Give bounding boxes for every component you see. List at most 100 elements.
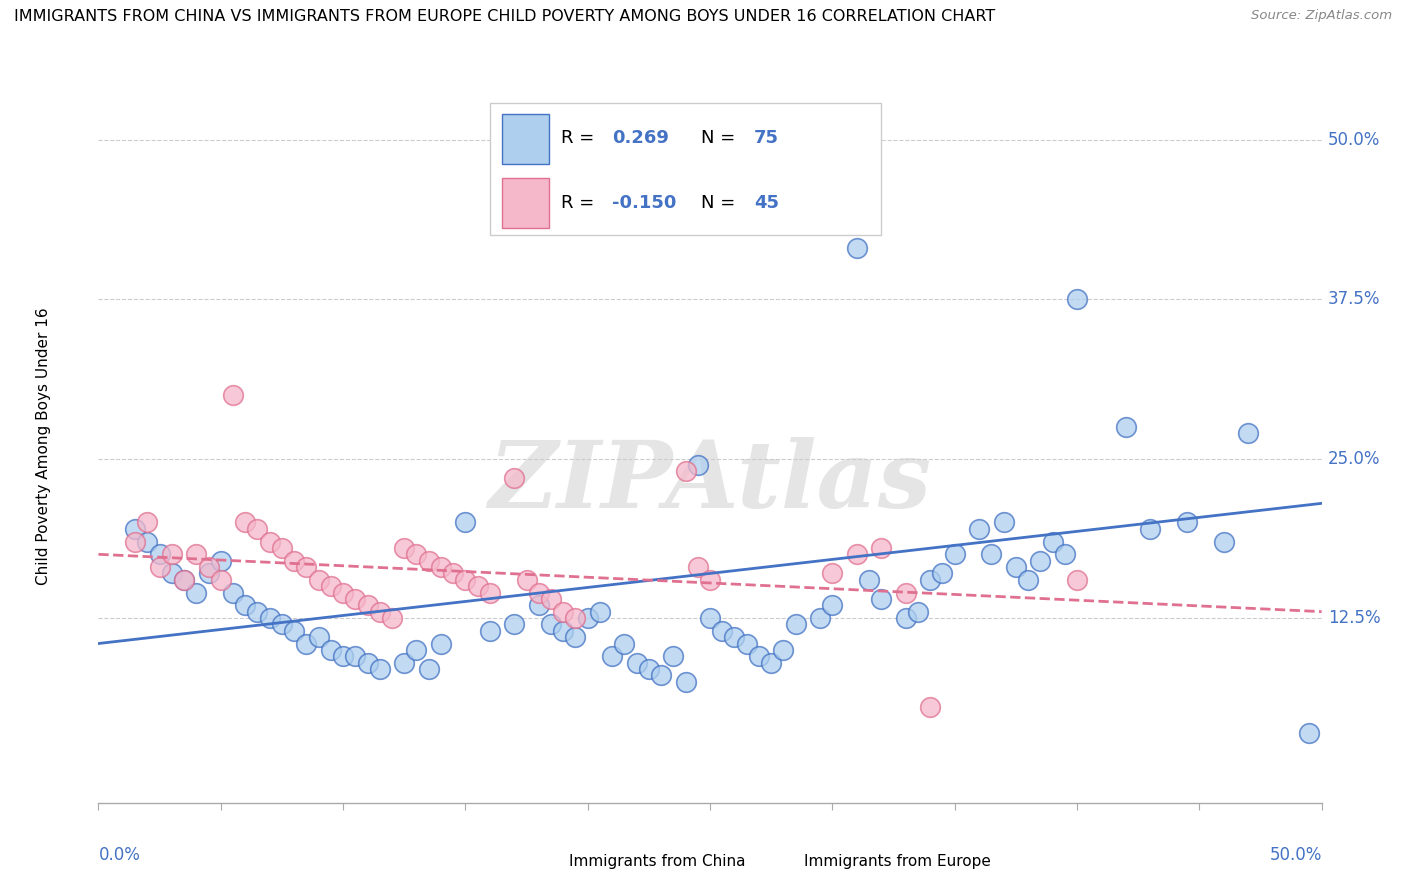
Text: 75: 75	[754, 128, 779, 146]
Point	[319, 643, 342, 657]
Point	[222, 388, 245, 402]
Point	[1212, 534, 1234, 549]
Point	[259, 611, 281, 625]
Point	[295, 636, 318, 650]
Point	[356, 599, 378, 613]
Point	[931, 566, 953, 581]
Point	[761, 656, 783, 670]
Point	[711, 624, 734, 638]
Point	[516, 573, 538, 587]
Point	[136, 516, 159, 530]
Point	[845, 242, 868, 256]
Point	[319, 579, 342, 593]
Point	[686, 458, 709, 472]
Point	[600, 649, 623, 664]
Text: R =: R =	[561, 128, 600, 146]
Point	[1017, 573, 1039, 587]
Point	[381, 611, 404, 625]
Point	[209, 554, 232, 568]
Point	[124, 522, 146, 536]
Point	[441, 566, 464, 581]
Text: Source: ZipAtlas.com: Source: ZipAtlas.com	[1251, 9, 1392, 22]
Point	[723, 630, 745, 644]
FancyBboxPatch shape	[515, 852, 564, 872]
Point	[270, 541, 294, 555]
Point	[1237, 426, 1260, 441]
Point	[454, 516, 477, 530]
Point	[980, 547, 1002, 561]
FancyBboxPatch shape	[502, 178, 548, 228]
Point	[430, 636, 453, 650]
Text: N =: N =	[702, 128, 741, 146]
Point	[576, 611, 599, 625]
Point	[332, 585, 354, 599]
Point	[772, 643, 794, 657]
Point	[149, 560, 172, 574]
Point	[675, 674, 697, 689]
Point	[637, 662, 661, 676]
Point	[1175, 516, 1198, 530]
Point	[368, 662, 391, 676]
Point	[454, 573, 477, 587]
Point	[662, 649, 685, 664]
Point	[540, 617, 562, 632]
Point	[503, 617, 526, 632]
Point	[1066, 573, 1088, 587]
Point	[246, 605, 269, 619]
Point	[845, 547, 868, 561]
Point	[894, 585, 917, 599]
Point	[392, 656, 416, 670]
Point	[821, 599, 844, 613]
Text: 12.5%: 12.5%	[1327, 609, 1381, 627]
Point	[699, 573, 721, 587]
Point	[430, 560, 453, 574]
Point	[392, 541, 416, 555]
Point	[503, 471, 526, 485]
Point	[478, 624, 501, 638]
Point	[699, 611, 721, 625]
Point	[259, 534, 281, 549]
Point	[467, 579, 489, 593]
Point	[124, 534, 146, 549]
Point	[344, 649, 367, 664]
Point	[173, 573, 195, 587]
Point	[894, 611, 917, 625]
Point	[589, 605, 612, 619]
Point	[1042, 534, 1064, 549]
Point	[943, 547, 966, 561]
Point	[907, 605, 929, 619]
Point	[246, 522, 269, 536]
Point	[564, 611, 586, 625]
Point	[870, 591, 893, 606]
Point	[233, 516, 256, 530]
Point	[1004, 560, 1026, 574]
Point	[295, 560, 318, 574]
Point	[356, 656, 378, 670]
Point	[1029, 554, 1052, 568]
Text: 0.0%: 0.0%	[98, 846, 141, 863]
Point	[1139, 522, 1161, 536]
Point	[418, 554, 440, 568]
Point	[1066, 293, 1088, 307]
Text: Child Poverty Among Boys Under 16: Child Poverty Among Boys Under 16	[37, 307, 51, 585]
Text: 0.269: 0.269	[612, 128, 669, 146]
Point	[418, 662, 440, 676]
Point	[870, 541, 893, 555]
Point	[553, 624, 575, 638]
Text: 25.0%: 25.0%	[1327, 450, 1381, 467]
Point	[222, 585, 245, 599]
Point	[920, 573, 942, 587]
Point	[527, 585, 550, 599]
Text: 37.5%: 37.5%	[1327, 291, 1381, 309]
Point	[209, 573, 232, 587]
Point	[186, 547, 208, 561]
Text: ZIPAtlas: ZIPAtlas	[488, 437, 932, 526]
FancyBboxPatch shape	[489, 103, 882, 235]
Point	[821, 566, 844, 581]
Point	[197, 560, 219, 574]
Point	[785, 617, 807, 632]
Point	[308, 573, 330, 587]
Point	[527, 599, 550, 613]
Point	[283, 554, 305, 568]
Point	[160, 547, 183, 561]
